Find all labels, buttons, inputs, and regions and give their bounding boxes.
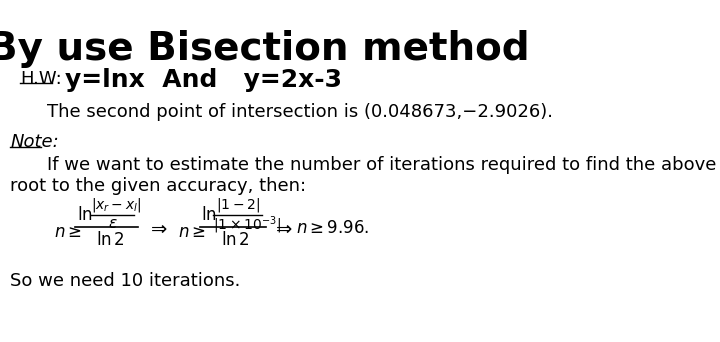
- Text: Note:: Note:: [10, 133, 59, 151]
- Text: $\Rightarrow$: $\Rightarrow$: [271, 219, 293, 237]
- Text: y=lnx  And   y=2x-3: y=lnx And y=2x-3: [65, 68, 342, 92]
- Text: By use Bisection method: By use Bisection method: [0, 30, 529, 68]
- Text: root to the given accuracy, then:: root to the given accuracy, then:: [10, 177, 306, 195]
- Text: If we want to estimate the number of iterations required to find the above first: If we want to estimate the number of ite…: [47, 156, 720, 174]
- Text: $\varepsilon$: $\varepsilon$: [109, 216, 118, 232]
- Text: $|1\times10^{-3}|$: $|1\times10^{-3}|$: [212, 214, 281, 236]
- Text: $\mathrm{ln}\,2$: $\mathrm{ln}\,2$: [221, 231, 250, 249]
- Text: $|x_r - x_l|$: $|x_r - x_l|$: [91, 196, 141, 214]
- Text: $n\geq 9.96.$: $n\geq 9.96.$: [296, 219, 369, 237]
- Text: $|1-2|$: $|1-2|$: [215, 196, 260, 214]
- Text: $n\geq$: $n\geq$: [54, 223, 82, 241]
- Text: $\mathrm{ln}\,2$: $\mathrm{ln}\,2$: [96, 231, 125, 249]
- Text: $\mathrm{ln}$: $\mathrm{ln}$: [77, 206, 93, 224]
- Text: The second point of intersection is (0.048673,−2.9026).: The second point of intersection is (0.0…: [47, 103, 553, 121]
- Text: So we need 10 iterations.: So we need 10 iterations.: [10, 272, 240, 290]
- Text: $\Rightarrow$: $\Rightarrow$: [148, 219, 168, 237]
- Text: $n\geq$: $n\geq$: [178, 223, 206, 241]
- Text: H.W:: H.W:: [20, 70, 62, 88]
- Text: $\mathrm{ln}$: $\mathrm{ln}$: [201, 206, 217, 224]
